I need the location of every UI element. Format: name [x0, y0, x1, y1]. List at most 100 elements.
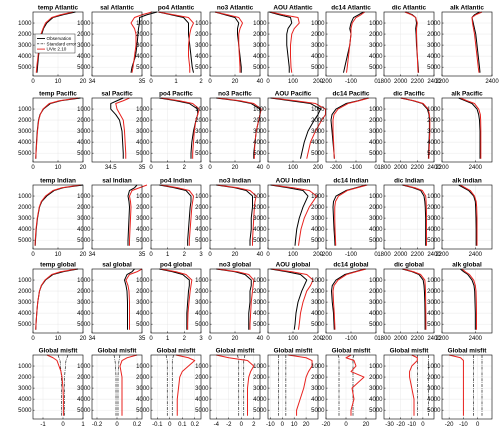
y-tick-label: 5000 — [18, 408, 32, 414]
panel: -0.1 0 0.1 0.2 1000 2000 3000 4000 5000 Global mi… — [136, 348, 202, 428]
series-line — [125, 268, 143, 330]
series-line — [214, 11, 243, 73]
y-tick-label: 5000 — [311, 151, 325, 157]
series-line — [269, 11, 293, 73]
y-tick-label: 5000 — [427, 151, 441, 157]
panel: 34 35 1000 2000 3000 4000 5000 sal Indian — [77, 178, 148, 258]
x-tick-label: 2200 — [435, 336, 449, 342]
panel-title: dic Pacific — [393, 91, 425, 98]
x-tick-label: 2400 — [427, 79, 441, 85]
x-tick-label: 0 — [266, 79, 270, 85]
y-tick-label: 3000 — [77, 43, 91, 49]
x-tick-label: 0 — [281, 422, 285, 428]
y-tick-label: 3000 — [18, 300, 32, 306]
panel: 1800 2000 2200 240010002000300040005000dic … — [369, 262, 441, 343]
series-line — [458, 184, 477, 246]
series-line — [35, 268, 77, 330]
x-tick-label: 35 — [139, 336, 146, 342]
y-tick-label: 4000 — [311, 311, 325, 317]
x-tick-label: 0 — [31, 165, 35, 171]
panel-title: no3 Indian — [219, 178, 251, 185]
x-tick-label: 2400 — [485, 79, 499, 85]
x-tick-label: 1 — [166, 165, 170, 171]
y-tick-label: 3000 — [311, 43, 325, 49]
y-tick-label: 1000 — [369, 364, 383, 370]
y-tick-label: 3000 — [427, 300, 441, 306]
series-line — [461, 268, 477, 330]
x-tick-label: 1 — [166, 252, 170, 258]
y-tick-label: 2000 — [427, 289, 441, 295]
series-line — [400, 97, 430, 159]
x-tick-label: 2400 — [469, 336, 483, 342]
y-tick-label: 5000 — [195, 65, 209, 71]
y-tick-label: 4000 — [311, 54, 325, 60]
series-line — [345, 354, 365, 416]
series-line — [110, 97, 124, 159]
series-line — [270, 11, 300, 73]
x-tick-label: 0 — [208, 252, 212, 258]
y-tick-label: 4000 — [136, 227, 150, 233]
y-tick-label: 3000 — [18, 129, 32, 135]
x-tick-label: 2400 — [469, 165, 483, 171]
series-line — [271, 268, 314, 330]
y-tick-label: 2000 — [195, 118, 209, 124]
x-tick-label: 0 — [266, 252, 270, 258]
x-tick-label: -100 — [350, 165, 363, 171]
panel-title: dic Atlantic — [392, 5, 427, 12]
x-tick-label: 2200 — [435, 165, 449, 171]
y-tick-label: 2000 — [77, 205, 91, 211]
series-line — [130, 11, 153, 73]
y-tick-label: 2000 — [195, 289, 209, 295]
plot-frame — [91, 268, 143, 334]
series-line — [35, 97, 79, 159]
series-line — [337, 354, 340, 416]
x-tick-label: 2200 — [411, 165, 425, 171]
legend-label: UVic 2.10 — [47, 47, 67, 52]
series-line — [159, 268, 190, 330]
series-line — [288, 354, 313, 416]
x-tick-label: 1800 — [377, 79, 391, 85]
y-tick-label: 2000 — [136, 375, 150, 381]
series-line — [217, 97, 262, 159]
series-line — [175, 354, 196, 416]
x-tick-label: 40 — [257, 79, 264, 85]
x-tick-label: -10 — [407, 422, 416, 428]
series-line — [403, 184, 427, 246]
y-tick-label: 3000 — [311, 216, 325, 222]
y-tick-label: 4000 — [427, 311, 441, 317]
x-tick-label: 0 — [149, 336, 153, 342]
panel: 0 20 40 1000 2000 3000 4000 5000 no3 Indian — [195, 178, 264, 259]
y-tick-label: 4000 — [253, 140, 267, 146]
x-tick-label: 100 — [288, 79, 299, 85]
y-tick-label: 1000 — [427, 21, 441, 27]
y-tick-label: 1000 — [253, 364, 267, 370]
series-line — [217, 268, 255, 330]
x-tick-label: 200 — [313, 165, 324, 171]
y-tick-label: 1000 — [311, 278, 325, 284]
x-tick-label: 0 — [208, 165, 212, 171]
panel: 1800 2000 2200 240010002000300040005000dic … — [369, 178, 441, 259]
y-tick-label: 5000 — [136, 322, 150, 328]
y-tick-label: 2000 — [136, 205, 150, 211]
y-tick-label: 3000 — [369, 300, 383, 306]
y-tick-label: 2000 — [427, 32, 441, 38]
y-tick-label: 3000 — [253, 386, 267, 392]
x-tick-label: 200 — [313, 79, 324, 85]
panel-title: no3 Pacific — [218, 91, 252, 98]
x-tick-label: 0 — [240, 422, 244, 428]
y-tick-label: 4000 — [195, 227, 209, 233]
panel-title: AOU Atlantic — [273, 5, 313, 12]
y-tick-label: 3000 — [136, 43, 150, 49]
y-tick-label: 5000 — [18, 322, 32, 328]
y-tick-label: 1000 — [18, 21, 32, 27]
panel-title: dc14 Pacific — [333, 91, 370, 98]
x-tick-label: 20 — [303, 422, 310, 428]
y-tick-label: 4000 — [136, 397, 150, 403]
series-line — [271, 97, 326, 159]
y-tick-label: 4000 — [77, 227, 91, 233]
x-tick-label: 34 — [89, 79, 96, 85]
y-tick-label: 5000 — [427, 65, 441, 71]
series-line — [352, 354, 355, 416]
